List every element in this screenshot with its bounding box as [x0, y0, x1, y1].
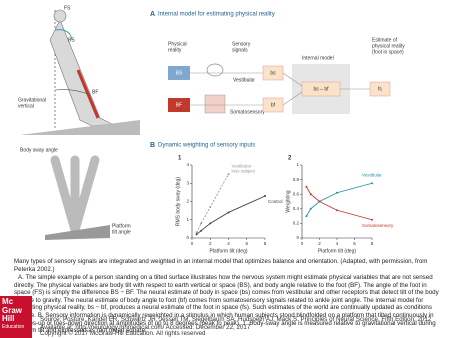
series-label: Somatosensory	[362, 223, 394, 228]
data-point	[227, 211, 230, 214]
data-point	[305, 185, 308, 188]
x-tick-label: 0	[191, 241, 194, 246]
caption-summary: Many types of sensory signals are integr…	[14, 258, 428, 273]
y-tick-label: 0.4	[293, 206, 300, 211]
chart-number: 2	[288, 156, 292, 162]
panel-letter: A	[150, 11, 155, 18]
y-tick-label: 0	[186, 235, 189, 240]
box-label: BS	[176, 70, 183, 76]
label: reality	[168, 47, 182, 53]
panel-letter: B	[150, 142, 155, 149]
person-label: FS	[64, 5, 71, 11]
x-tick-label: 4	[336, 241, 339, 246]
series-label: Vestibular	[362, 172, 382, 177]
person-label: BF	[92, 89, 98, 95]
box-label: fs	[378, 86, 382, 92]
fs-box	[369, 81, 391, 97]
bf-box	[168, 98, 190, 112]
data-point	[209, 205, 212, 208]
x-tick-label: 4	[227, 241, 230, 246]
x-tick-label: 6	[245, 241, 248, 246]
label: Sensory	[232, 41, 251, 47]
y-axis-label: Weighting	[285, 190, 291, 212]
source: Source: Posture, Kandel ER, Schwartz JH,…	[40, 316, 432, 331]
logo-text: Education	[2, 323, 25, 330]
y-tick-label: 0.8	[293, 177, 300, 182]
data-point	[336, 191, 338, 194]
label: tilt angle	[112, 229, 131, 235]
data-point	[200, 222, 203, 225]
y-tick-label: 0.6	[293, 191, 300, 196]
data-point	[309, 193, 312, 196]
logo: Mc Graw Hill Education	[0, 296, 32, 338]
data-point	[195, 233, 198, 236]
label: Physical	[168, 41, 187, 47]
x-tick-label: 0	[301, 241, 304, 246]
sway-illustration	[45, 155, 110, 240]
data-point	[195, 231, 198, 234]
logo-text: Hill	[2, 314, 15, 323]
data-point	[264, 195, 266, 198]
gravitational-vertical: vertical	[18, 103, 34, 109]
panel-title: Dynamic weighting of sensory inputs	[158, 143, 255, 149]
series-line	[196, 173, 229, 233]
x-tick-label: 2	[318, 241, 321, 246]
box-label: bs – bf	[313, 86, 329, 92]
copyright: Copyright © 2017 McGraw-Hill Education. …	[40, 330, 206, 337]
x-tick-label: 8	[371, 241, 374, 246]
box-label: bs	[270, 70, 276, 76]
bs-box	[168, 66, 190, 80]
label: physical reality	[372, 43, 405, 49]
y-tick-label: 4	[186, 162, 189, 167]
y-axis-label: RMS body sway (deg)	[175, 177, 181, 227]
y-tick-label: 1	[296, 162, 299, 167]
data-point	[309, 207, 312, 210]
series-label: Vestibular	[232, 163, 252, 168]
logo-text: Mc	[2, 297, 14, 306]
vestibular-icon	[206, 63, 224, 77]
label: (foot in space)	[372, 49, 404, 55]
label: Internal model	[302, 55, 334, 61]
box-label: BF	[176, 102, 182, 108]
y-tick-label: 0	[296, 235, 299, 240]
x-tick-label: 8	[264, 241, 267, 246]
figure: FS BS BF Gravitational vertical A Intern…	[18, 5, 405, 255]
label: Platform	[112, 223, 131, 229]
panel-title: Internal model for estimating physical r…	[158, 12, 275, 18]
person-label: BS	[68, 37, 75, 43]
label: Body sway angle	[20, 147, 58, 153]
data-point	[318, 200, 321, 203]
box-label: bf	[271, 102, 276, 108]
data-point	[209, 222, 212, 225]
x-tick-label: 2	[209, 241, 212, 246]
x-axis-label: Platform tilt (deg)	[318, 248, 356, 254]
data-point	[336, 209, 338, 212]
series-line	[196, 195, 266, 235]
y-tick-label: 3	[186, 180, 189, 185]
gravitational-vertical: Gravitational	[18, 97, 46, 103]
data-point	[305, 215, 308, 218]
logo-text: Graw	[2, 305, 23, 315]
chart-number: 1	[178, 156, 182, 162]
label: Estimate of	[372, 37, 398, 43]
leg-icon	[204, 94, 226, 114]
label: Somatosensory	[230, 109, 265, 115]
y-tick-label: 0.2	[293, 221, 300, 226]
x-axis-label: Platform tilt (deg)	[209, 248, 247, 254]
x-tick-label: 6	[353, 241, 356, 246]
series-label: loss subject	[232, 168, 256, 173]
series-label: Control	[268, 199, 283, 204]
label: signals	[232, 47, 248, 53]
data-point	[371, 182, 373, 185]
label: Vestibular	[233, 77, 255, 83]
y-tick-label: 1	[186, 217, 189, 222]
y-tick-label: 2	[186, 199, 189, 204]
data-point	[227, 173, 230, 176]
person-illustration	[20, 9, 140, 135]
data-point	[371, 218, 373, 221]
data-point	[200, 229, 203, 232]
caption-paragraph: A. The simple example of a person standi…	[14, 274, 439, 335]
